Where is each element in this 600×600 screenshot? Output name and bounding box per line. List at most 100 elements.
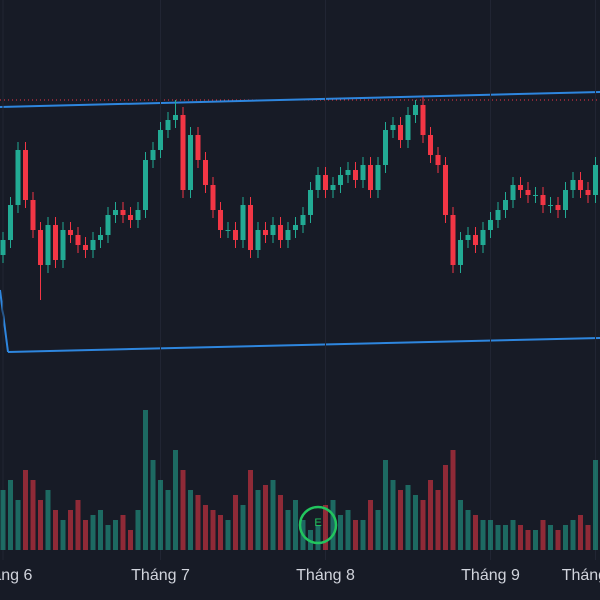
x-tick-label: Tháng 8 (296, 567, 355, 584)
volume-bar (165, 490, 171, 550)
event-label[interactable]: E (314, 517, 321, 529)
candle-body (45, 225, 51, 265)
candle-body (495, 210, 501, 220)
volume-bar (518, 525, 523, 550)
volume-bar (360, 520, 366, 550)
volume-bar (233, 495, 238, 550)
volume-bar (135, 510, 141, 550)
candle-body (338, 175, 343, 185)
volume-bar (23, 470, 28, 550)
volume-bar (218, 515, 223, 550)
candles (0, 97, 598, 300)
volume-bar (345, 510, 351, 550)
volume-bar (585, 525, 591, 550)
candle-body (323, 175, 328, 190)
volume-bar (525, 530, 531, 550)
candle-body (345, 170, 351, 175)
volume-bar (570, 520, 576, 550)
candle-body (98, 235, 103, 240)
volume-bar (113, 520, 118, 550)
volume-bar (195, 495, 201, 550)
candle-body (503, 200, 508, 210)
candle-body (60, 230, 66, 260)
volume-bar (30, 480, 36, 550)
candle-body (263, 230, 268, 235)
volume-bar (593, 460, 598, 550)
volume-bar (435, 490, 441, 550)
candle-body (315, 175, 321, 190)
volume-bar (578, 515, 583, 550)
candle-body (180, 115, 186, 190)
candle-body (488, 220, 493, 230)
volume-bar (330, 500, 336, 550)
trend-line-left (0, 289, 9, 353)
volume-bar (533, 530, 538, 550)
candle-body (120, 210, 126, 215)
volume-bar (15, 500, 21, 550)
candle-body (188, 135, 193, 190)
candle-body (53, 225, 58, 260)
candle-body (405, 115, 411, 140)
candle-body (240, 205, 246, 240)
candle-body (458, 240, 463, 265)
volume-bar (0, 490, 6, 550)
event-circle[interactable] (298, 505, 338, 545)
volume-bar (405, 485, 411, 550)
volume-bar (413, 495, 418, 550)
candle-body (210, 185, 216, 210)
volume-bar (540, 520, 546, 550)
candle-body (593, 165, 598, 195)
volume-bar (90, 515, 96, 550)
volume-bar (120, 515, 126, 550)
candle-body (165, 120, 171, 130)
volume-bar (38, 500, 43, 550)
volume-bar (8, 480, 13, 550)
candle-body (353, 170, 358, 180)
candle-body (540, 195, 546, 205)
volume-bar (173, 450, 178, 550)
candle-body (173, 115, 178, 120)
candle-body (443, 165, 448, 215)
candle-body (113, 210, 118, 215)
volume-bar (285, 510, 291, 550)
volume-bar (203, 505, 208, 550)
volume-bar (240, 505, 246, 550)
candle-body (270, 225, 276, 235)
candle-body (533, 195, 538, 196)
volume-bar (353, 520, 358, 550)
volume-bar (555, 530, 561, 550)
volume-bar (420, 500, 426, 550)
volume-bar (465, 510, 471, 550)
candle-body (293, 225, 298, 230)
candle-body (360, 165, 366, 180)
candle-body (8, 205, 13, 240)
candle-body (218, 210, 223, 230)
volume-bar (315, 525, 321, 550)
candle-body (285, 230, 291, 240)
volume-bar (83, 520, 88, 550)
candle-body (480, 230, 486, 245)
candle-body (330, 185, 336, 190)
candle-body (203, 160, 208, 185)
volume-bar (503, 525, 508, 550)
volume-bar (323, 505, 328, 550)
candle-body (450, 215, 456, 265)
volume-bar (368, 500, 373, 550)
volume-bar (390, 480, 396, 550)
candle-body (525, 190, 531, 195)
candle-body (563, 190, 568, 210)
volume-bar (510, 520, 516, 550)
volume-bar (255, 490, 261, 550)
volume-bar (338, 515, 343, 550)
candle-body (83, 245, 88, 250)
volume-bars (0, 410, 598, 550)
candle-body (90, 240, 96, 250)
candle-body (510, 185, 516, 200)
candle-body (585, 190, 591, 195)
candle-body (383, 130, 388, 165)
candle-body (428, 135, 433, 155)
x-tick-label: Tháng 10 (562, 567, 600, 584)
candle-body (473, 235, 478, 245)
volume-bar (75, 500, 81, 550)
